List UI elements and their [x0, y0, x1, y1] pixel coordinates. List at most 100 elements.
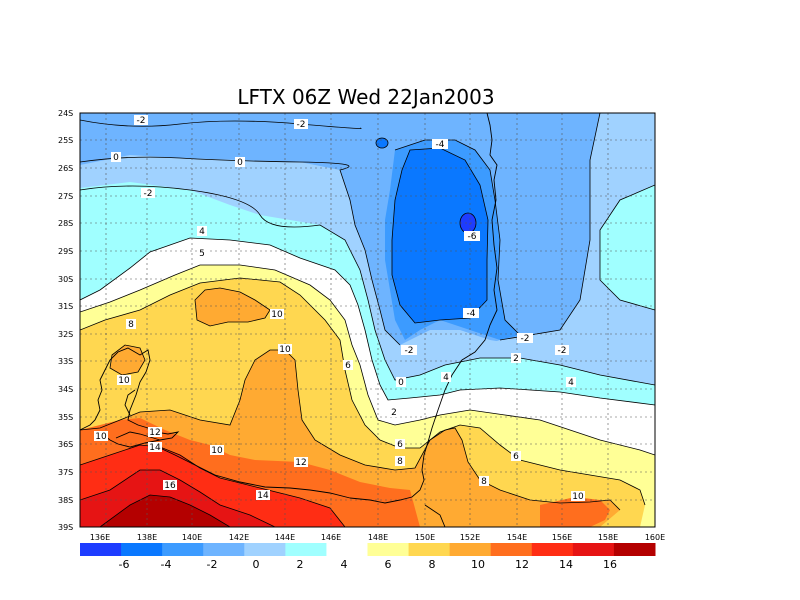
colorbar-swatch — [408, 543, 451, 556]
colorbar-swatch — [326, 543, 368, 556]
coastline-east-australia — [349, 113, 498, 504]
y-tick-label: 34S — [58, 385, 73, 394]
contour-label: -4 — [436, 140, 445, 150]
y-tick-label: 38S — [58, 496, 73, 505]
x-tick-label: 154E — [507, 533, 527, 542]
blue-small-spot — [376, 138, 388, 148]
colorbar: -6 -4 -2 0 2 4 6 8 10 12 14 16 — [80, 543, 656, 571]
colorbar-swatch — [531, 543, 574, 556]
contour-label: 4 — [199, 227, 205, 237]
blue-min-center — [460, 213, 476, 233]
y-tick-label: 39S — [58, 523, 73, 532]
colorbar-swatch — [449, 543, 492, 556]
y-tick-label: 25S — [58, 136, 73, 145]
coastlines — [80, 113, 498, 527]
grid-lines — [80, 113, 655, 527]
x-tick-label: 146E — [321, 533, 341, 542]
y-tick-label: 37S — [58, 468, 73, 477]
contour-label: 10 — [118, 376, 130, 386]
y-tick-label: 30S — [58, 275, 73, 284]
contour-label: 6 — [397, 440, 403, 450]
colorbar-swatch — [203, 543, 245, 556]
colorbar-label: 14 — [559, 558, 573, 571]
contour-label: 5 — [199, 249, 205, 259]
colorbar-label: -2 — [207, 558, 218, 571]
contour-label: 2 — [513, 354, 519, 364]
contour-label: 0 — [113, 153, 119, 163]
contour-label: 8 — [397, 457, 403, 467]
colorbar-swatch — [367, 543, 410, 556]
x-tick-label: 150E — [415, 533, 435, 542]
contour-label: 14 — [257, 491, 269, 501]
coastline-bass-strait — [115, 431, 161, 441]
contour-label: -6 — [468, 232, 477, 242]
map-title: LFTX 06Z Wed 22Jan2003 — [237, 85, 494, 109]
band-darkred — [100, 495, 230, 527]
colorbar-swatch — [613, 543, 656, 556]
y-tick-label: 24S — [58, 109, 73, 118]
contour-label: -2 — [137, 116, 146, 126]
coastline-victoria — [159, 447, 351, 499]
band-orange-red-east — [540, 497, 610, 527]
x-tick-label: 148E — [368, 533, 388, 542]
contour-label: 10 — [572, 492, 584, 502]
contour-label: 6 — [345, 361, 351, 371]
x-tick-label: 142E — [229, 533, 249, 542]
blob-10-north — [195, 288, 270, 326]
contour-label: 2 — [391, 408, 397, 418]
colorbar-label: 4 — [341, 558, 348, 571]
contour-label: 10 — [211, 446, 223, 456]
y-tick-label: 29S — [58, 247, 73, 256]
x-tick-label: 158E — [598, 533, 618, 542]
colorbar-swatch — [121, 543, 163, 556]
contour-label: -2 — [521, 334, 530, 344]
contour-label: 4 — [443, 373, 449, 383]
plot-frame — [79, 112, 656, 528]
x-tick-label: 156E — [552, 533, 572, 542]
contour-label: 12 — [149, 428, 160, 438]
colorbar-swatch — [572, 543, 615, 556]
colorbar-label: -4 — [161, 558, 172, 571]
contour-label: 8 — [481, 477, 487, 487]
y-tick-label: 26S — [58, 164, 73, 173]
contour-label: -4 — [467, 309, 476, 319]
colorbar-label: 2 — [297, 558, 304, 571]
y-tick-label: 28S — [58, 219, 73, 228]
contour-label: 16 — [164, 481, 176, 491]
colorbar-label: 0 — [253, 558, 260, 571]
contour-labels: -2 -2 0 0 -2 -4 -6 -4 -2 -2 -2 0 2 — [94, 115, 585, 502]
contour-label: 14 — [149, 443, 161, 453]
contour-label: 6 — [513, 452, 519, 462]
colorbar-swatch — [80, 543, 122, 556]
contour-label: -2 — [405, 346, 414, 356]
coastline-tasmania-north — [424, 504, 446, 527]
contour-label: 4 — [568, 378, 574, 388]
x-tick-label: 136E — [90, 533, 110, 542]
colorbar-label: 16 — [603, 558, 617, 571]
y-axis: 24S 25S 26S 27S 28S 29S 30S 31S 32S 33S … — [58, 109, 73, 532]
contour-label: -2 — [144, 189, 153, 199]
contour-label: -2 — [558, 346, 567, 356]
colorbar-label: -6 — [119, 558, 130, 571]
contour-label: -2 — [297, 120, 306, 130]
x-tick-label: 160E — [645, 533, 665, 542]
colorbar-swatch — [162, 543, 204, 556]
colorbar-label: 8 — [429, 558, 436, 571]
x-tick-label: 144E — [275, 533, 295, 542]
x-tick-label: 138E — [137, 533, 157, 542]
y-tick-label: 27S — [58, 192, 73, 201]
contour-label: 12 — [295, 458, 306, 468]
y-tick-label: 32S — [58, 330, 73, 339]
colorbar-swatch — [285, 543, 327, 556]
band-right-lightblue — [470, 113, 655, 400]
y-tick-label: 31S — [58, 302, 73, 311]
colorbar-label: 12 — [515, 558, 529, 571]
colorbar-label: 6 — [385, 558, 392, 571]
coastline-gulf — [124, 389, 136, 416]
x-axis: 136E 138E 140E 142E 144E 146E 148E 150E … — [90, 533, 665, 542]
contour-label: 8 — [128, 320, 134, 330]
y-tick-label: 35S — [58, 413, 73, 422]
y-tick-label: 36S — [58, 440, 73, 449]
contour-label: 0 — [237, 158, 243, 168]
y-tick-label: 33S — [58, 357, 73, 366]
